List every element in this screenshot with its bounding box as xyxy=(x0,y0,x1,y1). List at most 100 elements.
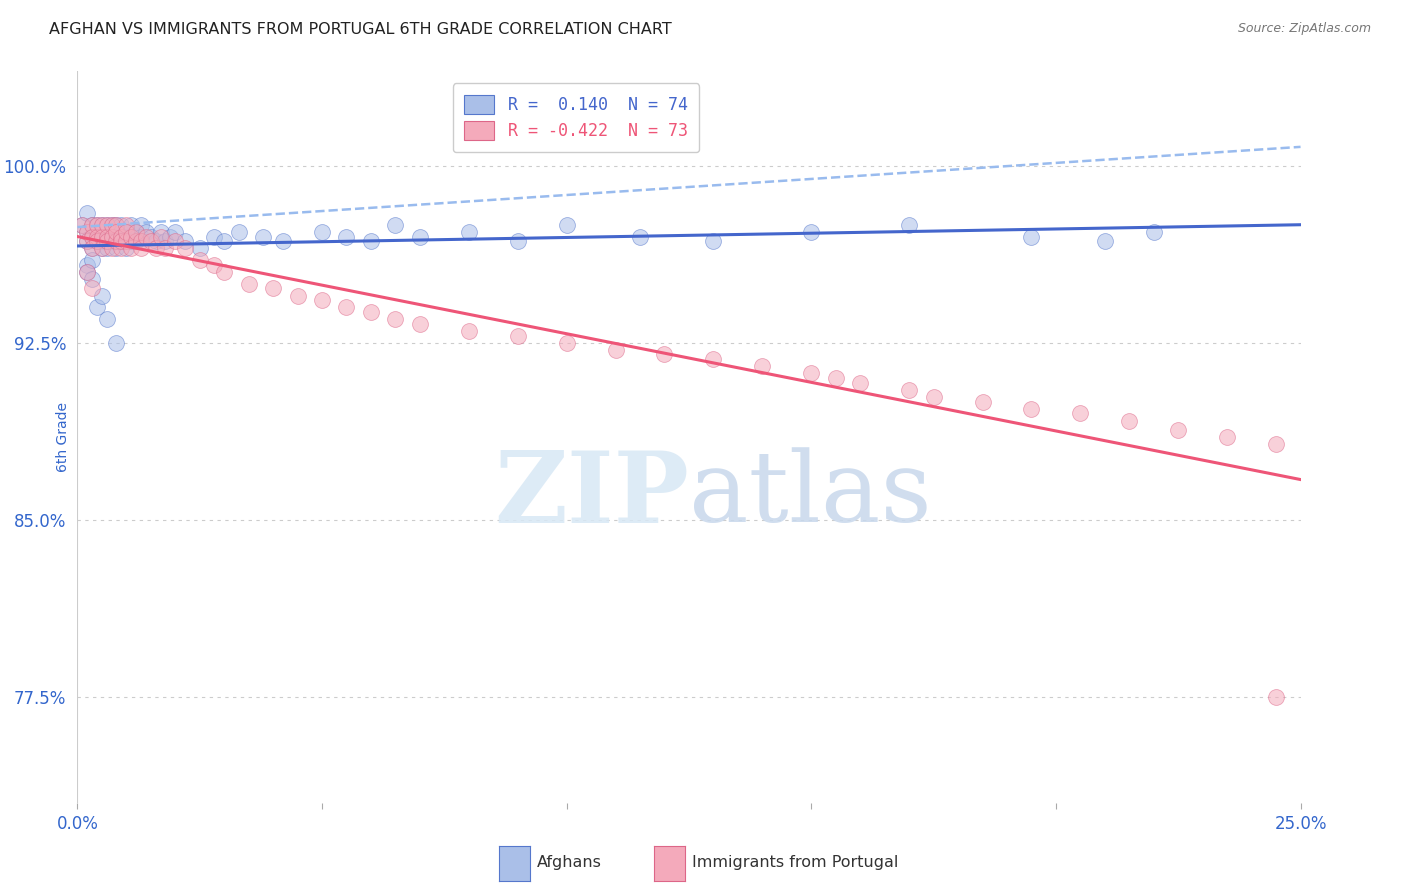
Y-axis label: 6th Grade: 6th Grade xyxy=(56,402,70,472)
Point xyxy=(120,241,142,255)
Point xyxy=(1021,229,1043,244)
Point xyxy=(506,234,529,248)
Point xyxy=(125,225,148,239)
Point xyxy=(80,241,103,255)
Point xyxy=(100,225,122,239)
Point xyxy=(922,390,945,404)
Point xyxy=(188,253,211,268)
Legend: R =  0.140  N = 74, R = -0.422  N = 73: R = 0.140 N = 74, R = -0.422 N = 73 xyxy=(453,83,699,152)
Point xyxy=(90,218,112,232)
Point xyxy=(228,225,250,239)
Point xyxy=(80,229,103,244)
Point xyxy=(120,229,142,244)
Point xyxy=(115,225,138,239)
Point xyxy=(335,229,357,244)
Point xyxy=(139,234,162,248)
Point xyxy=(159,229,181,244)
Point xyxy=(86,218,108,232)
Point xyxy=(824,371,846,385)
Point xyxy=(311,293,333,308)
Point xyxy=(70,218,93,232)
Point xyxy=(96,218,118,232)
Point xyxy=(80,218,103,232)
Point xyxy=(100,218,122,232)
Point xyxy=(972,394,994,409)
Point xyxy=(149,229,172,244)
Point xyxy=(262,281,284,295)
Point xyxy=(165,225,187,239)
Point xyxy=(76,234,98,248)
Point xyxy=(335,301,357,315)
Point xyxy=(271,234,294,248)
Point xyxy=(165,234,187,248)
Point xyxy=(898,218,921,232)
Point xyxy=(409,317,432,331)
Point xyxy=(115,241,138,255)
Point xyxy=(80,218,103,232)
Point xyxy=(125,234,148,248)
Point xyxy=(105,218,128,232)
Point xyxy=(110,234,132,248)
Point xyxy=(105,234,128,248)
Point xyxy=(100,229,122,244)
Point xyxy=(110,218,132,232)
Point xyxy=(115,229,138,244)
Point xyxy=(86,234,108,248)
Point xyxy=(149,225,172,239)
Point xyxy=(202,258,225,272)
Point xyxy=(90,241,112,255)
Point xyxy=(800,367,823,381)
Point xyxy=(86,229,108,244)
Point xyxy=(80,272,103,286)
Point xyxy=(96,234,118,248)
Point xyxy=(311,225,333,239)
Text: Source: ZipAtlas.com: Source: ZipAtlas.com xyxy=(1237,22,1371,36)
Point xyxy=(751,359,773,374)
Point xyxy=(1216,430,1239,444)
Point xyxy=(555,218,578,232)
Point xyxy=(105,241,128,255)
Point xyxy=(384,218,406,232)
Point xyxy=(100,218,122,232)
Point xyxy=(212,234,235,248)
Point xyxy=(384,312,406,326)
Point xyxy=(145,234,167,248)
Point xyxy=(76,206,98,220)
Point xyxy=(100,234,122,248)
Point xyxy=(129,241,152,255)
Point xyxy=(555,335,578,350)
Point xyxy=(135,229,157,244)
Point xyxy=(1265,690,1288,704)
Text: ZIP: ZIP xyxy=(494,447,689,544)
Point xyxy=(86,218,108,232)
Point xyxy=(105,225,128,239)
Point xyxy=(202,229,225,244)
Point xyxy=(80,241,103,255)
Point xyxy=(174,234,197,248)
Point xyxy=(849,376,872,390)
Point xyxy=(110,241,132,255)
Point xyxy=(80,229,103,244)
Point xyxy=(145,241,167,255)
Point xyxy=(129,218,152,232)
Text: atlas: atlas xyxy=(689,448,932,543)
Point xyxy=(155,241,177,255)
Point xyxy=(654,347,676,361)
Point xyxy=(76,234,98,248)
Point xyxy=(188,241,211,255)
Text: Afghans: Afghans xyxy=(537,855,602,870)
Point xyxy=(1143,225,1166,239)
Text: Immigrants from Portugal: Immigrants from Portugal xyxy=(692,855,898,870)
Point xyxy=(96,229,118,244)
Point xyxy=(90,225,112,239)
Point xyxy=(115,218,138,232)
Point xyxy=(110,234,132,248)
Point xyxy=(1021,401,1043,416)
Point xyxy=(90,234,112,248)
Point xyxy=(1167,423,1189,437)
Point xyxy=(76,265,98,279)
Point xyxy=(139,229,162,244)
Point xyxy=(86,225,108,239)
Point xyxy=(212,265,235,279)
Point xyxy=(105,229,128,244)
